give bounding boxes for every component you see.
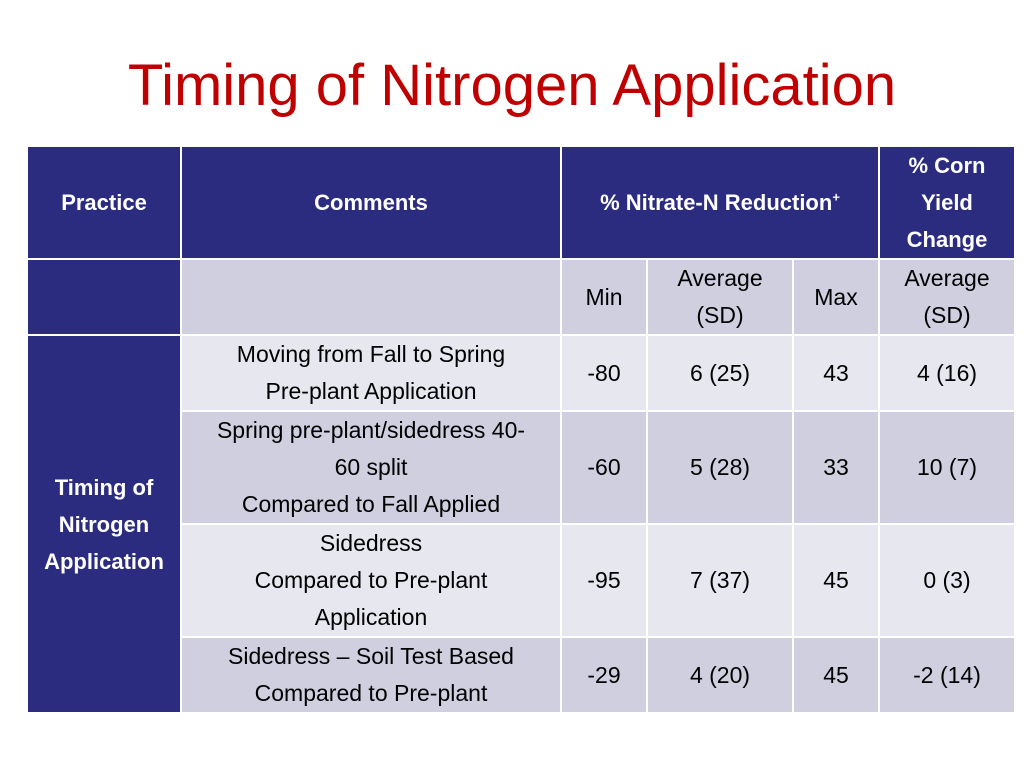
comment-line: 60 split xyxy=(334,454,408,480)
min-cell: -60 xyxy=(560,410,648,525)
row-group-label-line: Nitrogen xyxy=(58,511,150,537)
min-cell: -29 xyxy=(560,636,648,714)
comment-line: Sidedress xyxy=(319,530,423,556)
subheader-yield-average-line: Average xyxy=(904,265,990,291)
subheader-min: Min xyxy=(560,258,648,336)
comment-line: Compared to Pre-plant xyxy=(254,680,488,706)
header-yield-line: % Corn xyxy=(908,153,986,178)
comment-cell: Moving from Fall to Spring Pre-plant App… xyxy=(180,334,562,412)
subheader-yield-average-line: (SD) xyxy=(923,302,971,328)
comment-line: Application xyxy=(314,604,428,630)
yield-cell: 0 (3) xyxy=(878,523,1016,638)
comment-line: Sidedress – Soil Test Based xyxy=(228,643,514,669)
subheader-yield-average: Average (SD) xyxy=(878,258,1016,336)
average-cell: 6 (25) xyxy=(646,334,794,412)
row-group-label-line: Application xyxy=(44,548,164,574)
header-practice: Practice xyxy=(26,145,182,260)
max-cell: 33 xyxy=(792,410,880,525)
header-nitrate-text: % Nitrate-N Reduction xyxy=(600,190,833,215)
table-row: Sidedress – Soil Test Based Compared to … xyxy=(27,636,1016,714)
header-comments: Comments xyxy=(180,145,562,260)
comment-line: Compared to Fall Applied xyxy=(241,491,501,517)
subheader-max: Max xyxy=(792,258,880,336)
comment-cell: Spring pre-plant/sidedress 40- 60 split … xyxy=(180,410,562,525)
average-cell: 7 (37) xyxy=(646,523,794,638)
max-cell: 45 xyxy=(792,636,880,714)
subheader-average-line: (SD) xyxy=(696,302,744,328)
row-group-label: Timing of Nitrogen Application xyxy=(26,334,182,714)
header-yield-line: Change xyxy=(906,227,988,252)
yield-cell: 10 (7) xyxy=(878,410,1016,525)
min-cell: -80 xyxy=(560,334,648,412)
comment-cell: Sidedress – Soil Test Based Compared to … xyxy=(180,636,562,714)
average-cell: 4 (20) xyxy=(646,636,794,714)
table-row: Sidedress Compared to Pre-plant Applicat… xyxy=(27,523,1016,638)
subheader-practice-blank xyxy=(26,258,182,336)
table-row: Spring pre-plant/sidedress 40- 60 split … xyxy=(27,410,1016,525)
yield-cell: -2 (14) xyxy=(878,636,1016,714)
max-cell: 45 xyxy=(792,523,880,638)
yield-cell: 4 (16) xyxy=(878,334,1016,412)
slide-title: Timing of Nitrogen Application xyxy=(127,53,897,118)
comment-line: Compared to Pre-plant xyxy=(254,567,488,593)
table-row: Timing of Nitrogen Application Moving fr… xyxy=(26,334,1016,714)
subheader-row: Min Average (SD) Max Average (SD) xyxy=(26,258,1016,336)
subheader-average: Average (SD) xyxy=(646,258,794,336)
header-nitrate-reduction: % Nitrate-N Reduction+ xyxy=(560,145,880,260)
comment-cell: Sidedress Compared to Pre-plant Applicat… xyxy=(180,523,562,638)
row-group-label-line: Timing of xyxy=(54,474,154,500)
nitrogen-timing-table: Practice Comments % Nitrate-N Reduction+… xyxy=(26,145,1016,714)
comment-line: Spring pre-plant/sidedress 40- xyxy=(216,417,526,443)
subheader-average-line: Average xyxy=(677,265,763,291)
header-yield-line: Yield xyxy=(921,190,973,215)
average-cell: 5 (28) xyxy=(646,410,794,525)
comment-line: Pre-plant Application xyxy=(265,378,477,404)
header-row: Practice Comments % Nitrate-N Reduction+… xyxy=(26,145,1016,260)
comment-line: Moving from Fall to Spring xyxy=(236,341,506,367)
max-cell: 43 xyxy=(792,334,880,412)
header-nitrate-superscript: + xyxy=(832,189,840,205)
min-cell: -95 xyxy=(560,523,648,638)
subheader-comments-blank xyxy=(180,258,562,336)
header-corn-yield-change: % Corn Yield Change xyxy=(878,145,1016,260)
